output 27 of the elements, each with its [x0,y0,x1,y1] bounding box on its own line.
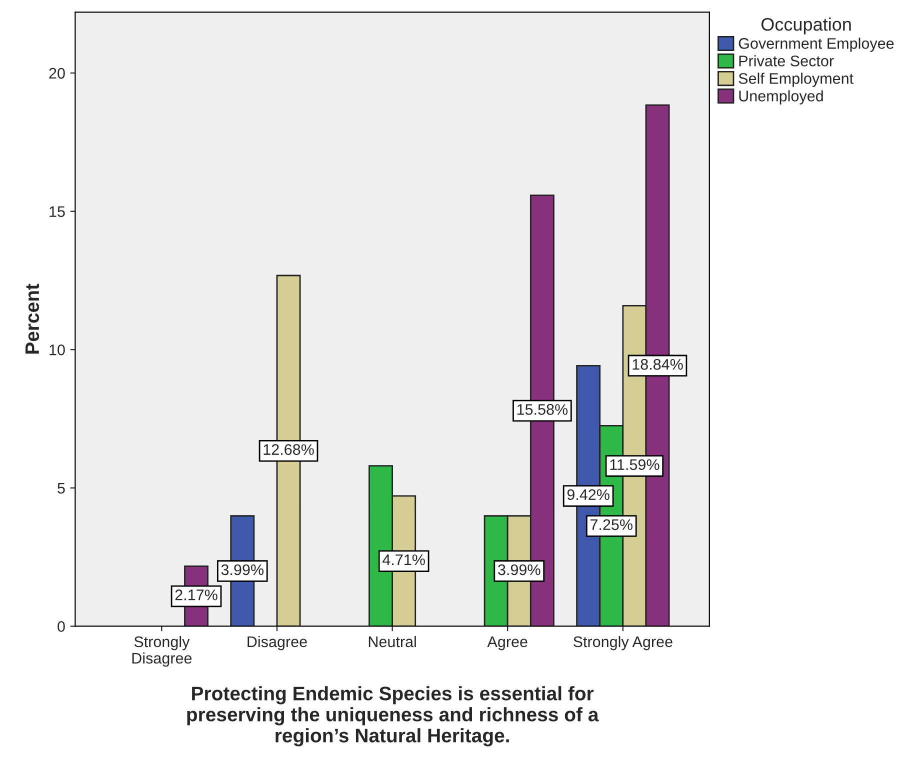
data-label: 3.99% [498,564,540,576]
x-tick-label: Neutral [368,636,416,648]
x-tick-label: Agree [487,636,528,650]
data-label: 18.84% [632,358,683,370]
y-tick-label: 10 [50,344,65,356]
y-tick-label: 5 [58,482,65,494]
x-axis-title: Protecting Endemic Species is essential for preserving the uniqueness and richness of a region’s Natural Heritage. [187,686,599,746]
y-tick-label: 0 [58,621,65,632]
data-label: 2.17% [175,590,218,600]
legend-label: Self Employment [738,72,854,87]
data-label: 4.71% [382,554,425,566]
x-tick-label: Disagree [248,636,307,650]
legend-label: Unemployed [739,90,823,104]
y-tick-label: 15 [50,206,65,218]
data-label: 9.42% [567,489,610,500]
x-tick-label: Strongly Agree [574,636,672,650]
data-label: 15.58% [517,404,568,415]
legend-label: Government Employee [738,38,894,52]
data-label: 3.99% [221,564,264,576]
y-tick-label: 20 [49,68,65,79]
legend-title: Occupation [761,18,851,34]
legend-label: Private Sector [739,55,834,66]
data-label: 12.68% [264,444,314,455]
y-axis-title: Percent [26,284,40,354]
x-tick-label: Strongly Disagree [132,636,192,667]
data-label: 7.25% [590,519,633,530]
data-label: 11.59% [610,459,660,470]
